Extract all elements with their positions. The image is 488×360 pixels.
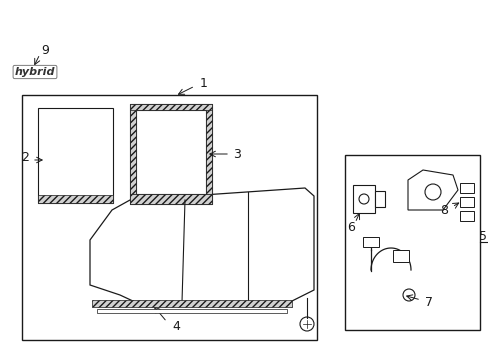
Bar <box>38 108 113 203</box>
Bar <box>459 183 473 193</box>
Bar <box>130 104 212 110</box>
Text: 1: 1 <box>200 77 207 90</box>
Bar <box>205 104 212 194</box>
Text: 3: 3 <box>232 148 241 161</box>
Bar <box>130 194 212 204</box>
Bar <box>22 95 316 340</box>
Text: 8: 8 <box>439 203 447 216</box>
Text: 7: 7 <box>424 296 432 309</box>
Bar <box>97 309 286 313</box>
Text: 6: 6 <box>346 220 354 234</box>
Bar <box>136 110 205 194</box>
Bar <box>459 211 473 221</box>
Bar <box>345 155 479 330</box>
Text: 4: 4 <box>172 320 180 333</box>
Bar <box>459 197 473 207</box>
Text: 9: 9 <box>41 44 49 57</box>
Bar <box>362 237 378 247</box>
Text: hybrid: hybrid <box>15 67 55 77</box>
Bar <box>352 185 374 213</box>
Bar <box>130 104 136 194</box>
Bar <box>392 250 408 262</box>
Bar <box>38 195 113 203</box>
Bar <box>130 104 212 204</box>
Text: 2: 2 <box>21 150 29 163</box>
Text: 5: 5 <box>478 230 486 243</box>
Bar <box>92 300 291 307</box>
Bar <box>374 191 384 207</box>
